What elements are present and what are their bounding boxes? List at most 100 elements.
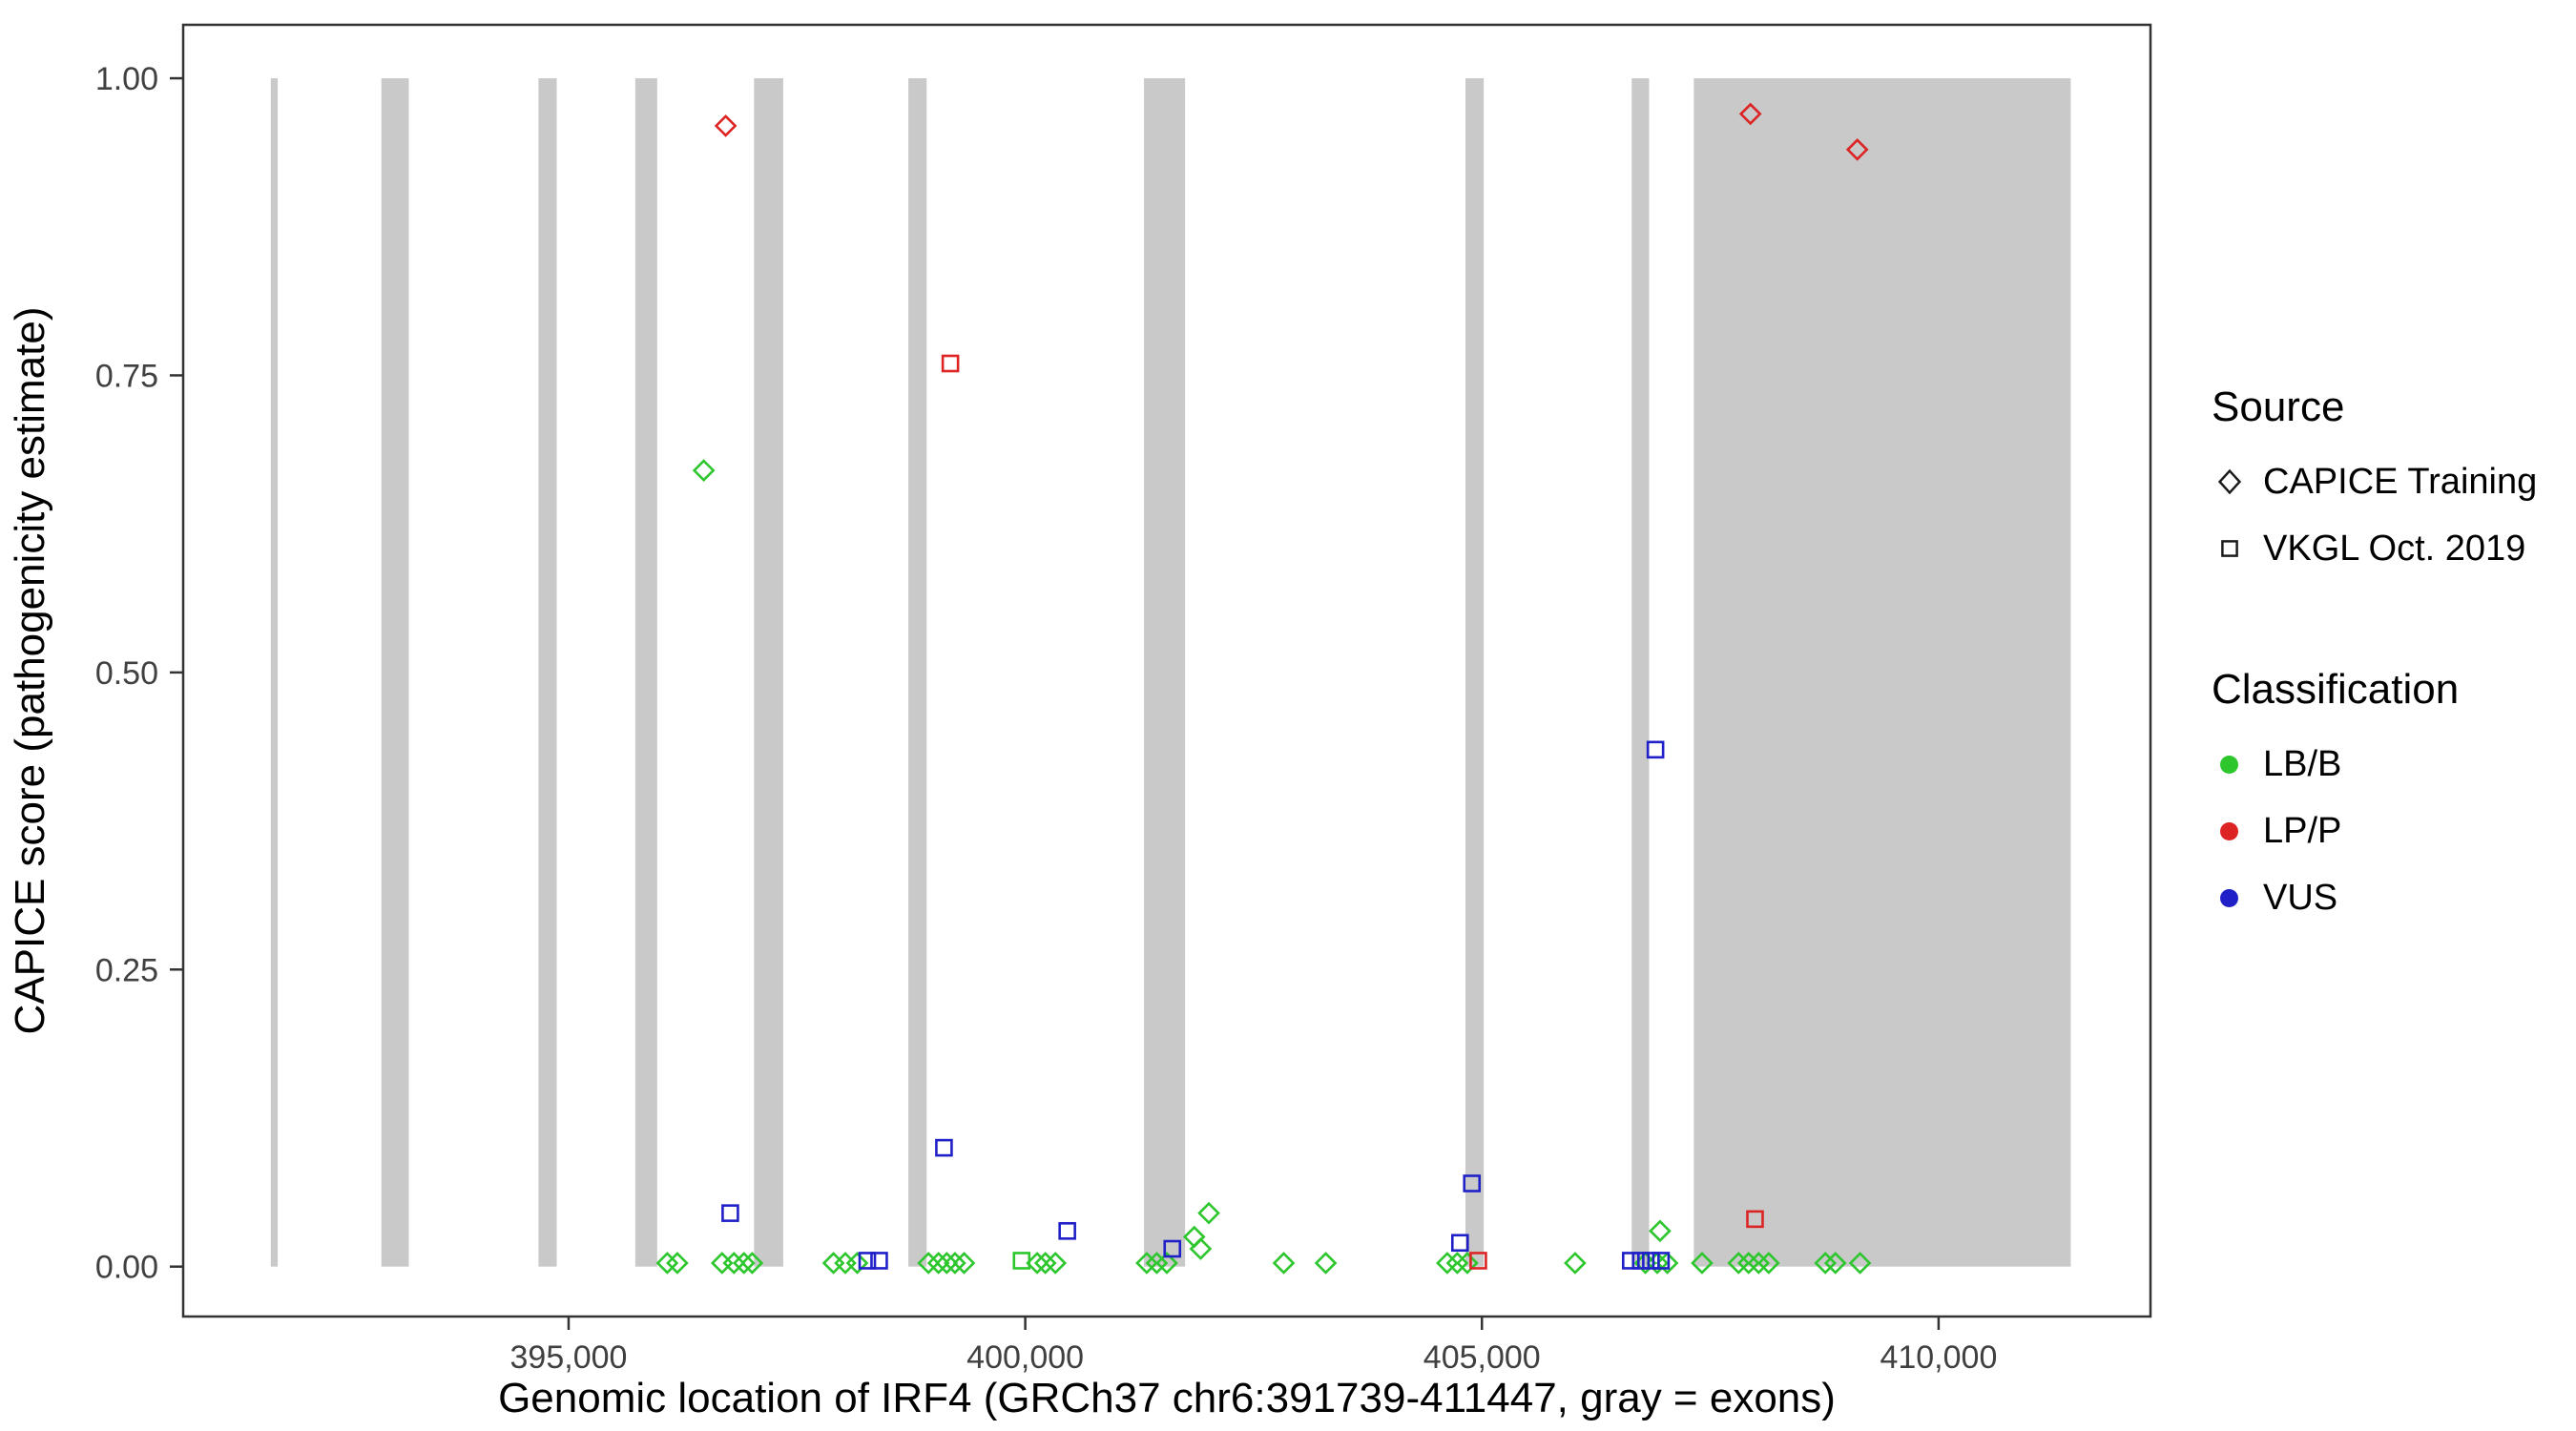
y-tick-label: 0.00 bbox=[95, 1250, 158, 1286]
data-point-training-lbb bbox=[1814, 1252, 1838, 1275]
data-point-training-lbb bbox=[1145, 1252, 1169, 1275]
data-point-vkgl-vus bbox=[1646, 740, 1665, 759]
data-point-training-lbb bbox=[926, 1252, 950, 1275]
data-point-training-lbb bbox=[834, 1252, 857, 1275]
data-point-training-lbb bbox=[1436, 1252, 1459, 1275]
data-point-training-lbb bbox=[917, 1252, 940, 1275]
data-point-vkgl-vus bbox=[1631, 1252, 1651, 1270]
legend-label-vkgl: VKGL Oct. 2019 bbox=[2263, 528, 2526, 569]
data-point-training-lbb bbox=[740, 1252, 764, 1275]
legend-label-vus: VUS bbox=[2263, 877, 2338, 918]
exon-band bbox=[908, 78, 927, 1267]
data-point-training-lpp bbox=[1738, 102, 1762, 126]
data-point-training-lbb bbox=[1747, 1252, 1771, 1275]
data-point-training-lbb bbox=[655, 1252, 679, 1275]
data-point-training-lbb bbox=[1456, 1252, 1479, 1275]
y-axis-title: CAPICE score (pathogenicity estimate) bbox=[7, 307, 53, 1035]
data-point-training-lbb bbox=[935, 1252, 959, 1275]
exon-band bbox=[754, 78, 783, 1267]
square-icon bbox=[2221, 540, 2238, 557]
diamond-icon bbox=[2217, 468, 2242, 495]
x-tick-label: 400,000 bbox=[966, 1339, 1084, 1376]
legend-source-title: Source bbox=[2212, 384, 2345, 430]
y-tick-label: 1.00 bbox=[95, 61, 158, 97]
legend-label-lpp: LP/P bbox=[2263, 810, 2342, 851]
y-tick-label: 0.75 bbox=[95, 358, 158, 394]
data-point-vkgl-vus bbox=[1652, 1252, 1671, 1270]
exon-band bbox=[538, 78, 557, 1267]
data-point-training-lbb bbox=[1314, 1252, 1338, 1275]
data-point-training-lbb bbox=[666, 1252, 689, 1275]
exon-band bbox=[270, 78, 279, 1267]
data-point-training-lbb bbox=[952, 1252, 976, 1275]
data-point-training-lbb bbox=[1757, 1252, 1780, 1275]
data-point-vkgl-vus bbox=[870, 1252, 888, 1270]
data-point-training-lbb bbox=[1736, 1252, 1760, 1275]
data-point-vkgl-vus bbox=[1163, 1239, 1182, 1258]
data-point-training-lbb bbox=[944, 1252, 966, 1275]
data-point-training-lbb bbox=[1823, 1252, 1847, 1275]
data-point-training-lbb bbox=[1135, 1252, 1158, 1275]
data-point-training-lbb bbox=[1646, 1252, 1669, 1275]
data-point-vkgl-vus bbox=[858, 1252, 877, 1270]
data-point-vkgl-vus bbox=[1058, 1222, 1076, 1240]
data-point-training-lbb bbox=[1649, 1219, 1672, 1243]
data-point-training-lbb bbox=[1197, 1201, 1220, 1225]
legend-classification-title: Classification bbox=[2212, 666, 2460, 713]
lbb-dot-icon bbox=[2220, 755, 2238, 774]
vus-dot-icon bbox=[2220, 888, 2238, 907]
data-point-vkgl-vus bbox=[1463, 1174, 1482, 1192]
x-tick-label: 405,000 bbox=[1423, 1339, 1541, 1376]
data-point-vkgl-vus bbox=[935, 1138, 953, 1157]
exon-band bbox=[634, 78, 657, 1267]
data-point-vkgl-lpp bbox=[1469, 1252, 1487, 1270]
data-point-vkgl-vus bbox=[1622, 1252, 1640, 1270]
data-point-training-lbb bbox=[1155, 1252, 1178, 1275]
y-tick-label: 0.25 bbox=[95, 952, 158, 988]
data-point-training-lpp bbox=[714, 114, 737, 137]
data-point-training-lpp bbox=[1845, 137, 1869, 161]
data-point-training-lbb bbox=[1691, 1252, 1714, 1275]
data-point-training-lbb bbox=[710, 1252, 734, 1275]
panel-border bbox=[181, 23, 2152, 1318]
lpp-dot-icon bbox=[2220, 821, 2238, 840]
x-tick-label: 410,000 bbox=[1880, 1339, 1997, 1376]
legend-item-lbb: LB/B bbox=[2212, 731, 2537, 798]
data-point-vkgl-vus bbox=[1642, 1252, 1660, 1270]
data-point-vkgl-lpp bbox=[1746, 1210, 1764, 1229]
data-point-training-lbb bbox=[1655, 1252, 1679, 1275]
data-point-vkgl-vus bbox=[1450, 1234, 1469, 1253]
data-point-training-lbb bbox=[1044, 1252, 1068, 1275]
exon-band bbox=[381, 78, 409, 1267]
y-tick-label: 0.50 bbox=[95, 655, 158, 692]
legend-label-capice-training: CAPICE Training bbox=[2263, 461, 2538, 502]
data-point-training-lbb bbox=[722, 1252, 746, 1275]
legend-item-vkgl: VKGL Oct. 2019 bbox=[2212, 515, 2537, 582]
data-point-training-lbb bbox=[845, 1252, 869, 1275]
legend: Source CAPICE Training VKGL Oct. 2019 Cl… bbox=[2212, 382, 2537, 931]
legend-item-vus: VUS bbox=[2212, 864, 2537, 931]
data-point-training-lbb bbox=[1033, 1252, 1057, 1275]
exon-band bbox=[1465, 78, 1485, 1267]
data-point-training-lbb bbox=[732, 1252, 756, 1275]
exon-band bbox=[1144, 78, 1186, 1267]
legend-item-capice-training: CAPICE Training bbox=[2212, 448, 2537, 515]
data-point-training-lbb bbox=[1026, 1252, 1049, 1275]
data-point-training-lbb bbox=[1189, 1237, 1213, 1260]
data-point-training-lbb bbox=[1182, 1225, 1206, 1249]
data-point-training-lbb bbox=[692, 459, 716, 482]
data-point-training-lbb bbox=[1272, 1252, 1296, 1275]
data-point-training-lbb bbox=[1564, 1252, 1587, 1275]
x-tick-label: 395,000 bbox=[510, 1339, 628, 1376]
legend-item-lpp: LP/P bbox=[2212, 798, 2537, 864]
data-point-training-lbb bbox=[1727, 1252, 1751, 1275]
data-point-vkgl-vus bbox=[721, 1204, 739, 1222]
data-point-training-lbb bbox=[1848, 1252, 1872, 1275]
exon-band bbox=[1693, 78, 2071, 1267]
legend-source: Source CAPICE Training VKGL Oct. 2019 bbox=[2212, 382, 2537, 582]
exon-band bbox=[1631, 78, 1650, 1267]
data-point-vkgl-lpp bbox=[941, 354, 960, 373]
legend-classification: Classification LB/B LP/P VUS bbox=[2212, 664, 2537, 931]
